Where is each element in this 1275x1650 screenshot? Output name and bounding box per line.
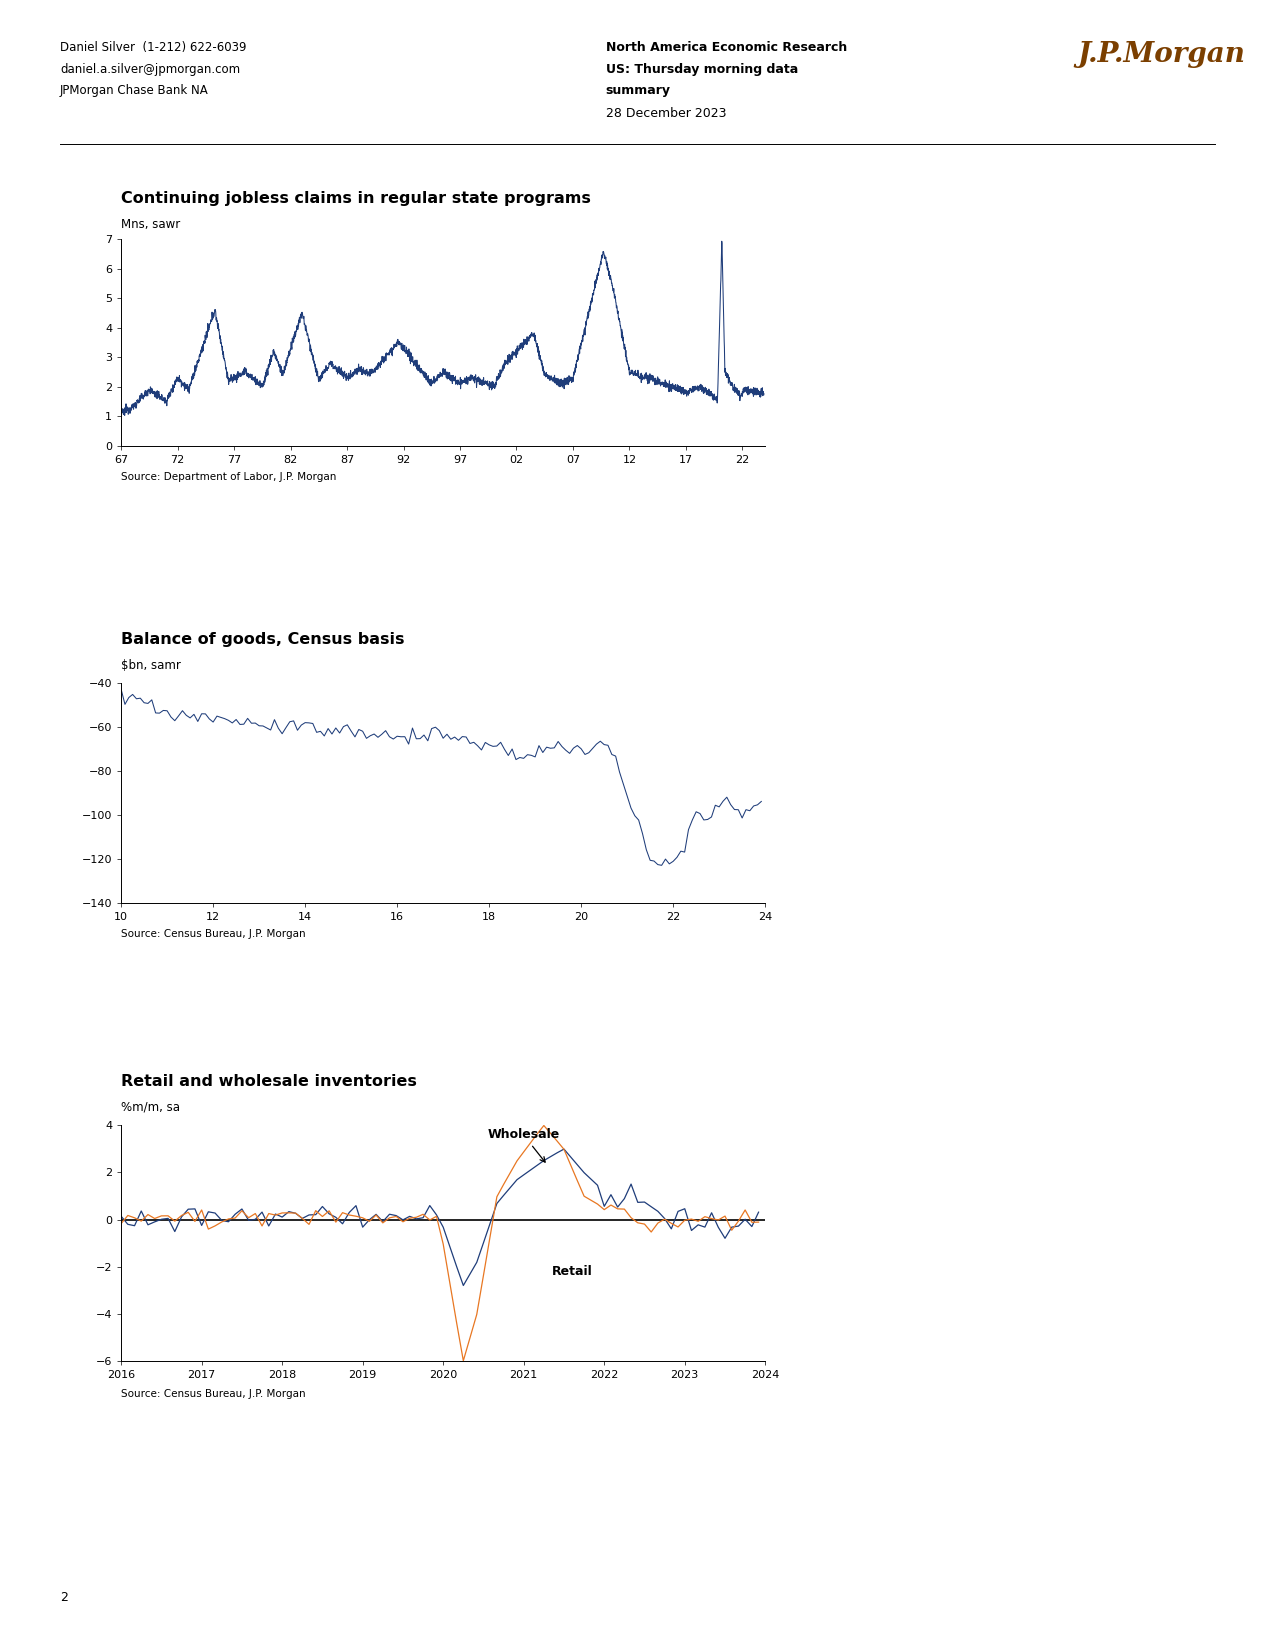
Text: US: Thursday morning data: US: Thursday morning data — [606, 63, 798, 76]
Text: 2: 2 — [60, 1591, 68, 1604]
Text: Source: Department of Labor, J.P. Morgan: Source: Department of Labor, J.P. Morgan — [121, 472, 337, 482]
Text: daniel.a.silver@jpmorgan.com: daniel.a.silver@jpmorgan.com — [60, 63, 240, 76]
Text: JPMorgan Chase Bank NA: JPMorgan Chase Bank NA — [60, 84, 209, 97]
Text: Source: Census Bureau, J.P. Morgan: Source: Census Bureau, J.P. Morgan — [121, 1389, 306, 1399]
Text: Balance of goods, Census basis: Balance of goods, Census basis — [121, 632, 404, 647]
Text: J.P.Morgan: J.P.Morgan — [1077, 41, 1246, 68]
Text: $bn, samr: $bn, samr — [121, 658, 181, 672]
Text: Mns, sawr: Mns, sawr — [121, 218, 180, 231]
Text: Retail: Retail — [552, 1266, 593, 1279]
Text: %m/m, sa: %m/m, sa — [121, 1101, 180, 1114]
Text: Source: Census Bureau, J.P. Morgan: Source: Census Bureau, J.P. Morgan — [121, 929, 306, 939]
Text: North America Economic Research: North America Economic Research — [606, 41, 847, 54]
Text: Retail and wholesale inventories: Retail and wholesale inventories — [121, 1074, 417, 1089]
Text: summary: summary — [606, 84, 671, 97]
Text: Daniel Silver  (1-212) 622-6039: Daniel Silver (1-212) 622-6039 — [60, 41, 246, 54]
Text: Continuing jobless claims in regular state programs: Continuing jobless claims in regular sta… — [121, 191, 592, 206]
Text: 28 December 2023: 28 December 2023 — [606, 107, 727, 120]
Text: Wholesale: Wholesale — [487, 1129, 560, 1162]
